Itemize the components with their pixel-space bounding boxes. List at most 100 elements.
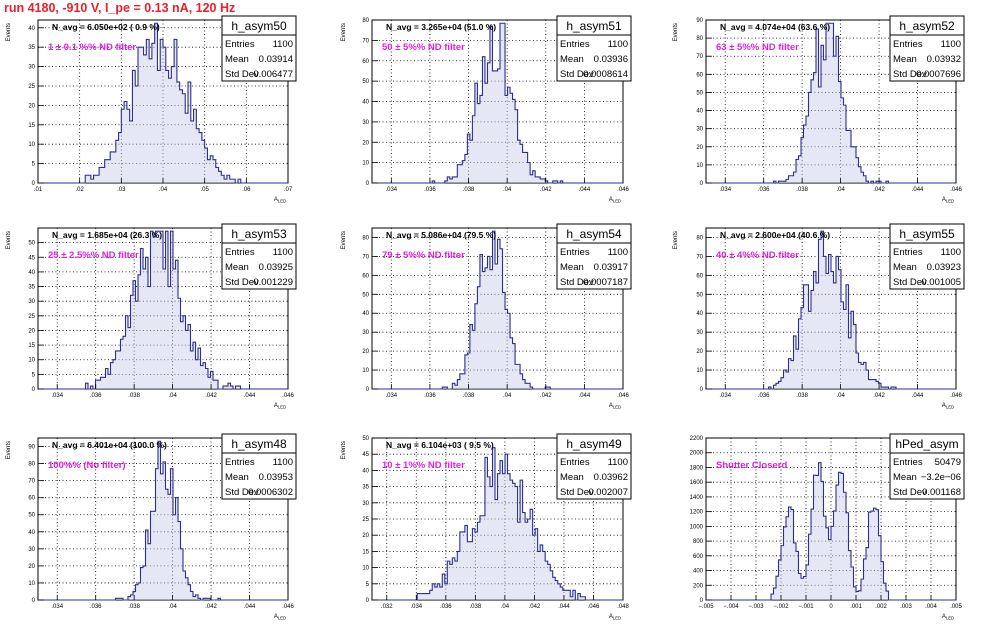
- stats-value: 1100: [608, 457, 628, 468]
- stats-value: 1100: [941, 39, 961, 50]
- y-tick-label: 0: [366, 598, 370, 604]
- y-tick-label: 600: [693, 554, 704, 560]
- histogram-line: [38, 230, 288, 390]
- stats-label: Entries: [225, 39, 255, 50]
- x-tick-label: .044: [579, 187, 591, 193]
- histogram-fill: [372, 23, 623, 184]
- x-tick-label: .046: [588, 604, 600, 610]
- y-tick-label: 45: [28, 255, 35, 261]
- x-axis-label: ALED: [942, 614, 954, 621]
- x-tick-label: .04: [503, 187, 512, 193]
- histogram-fill: [706, 23, 956, 184]
- y-tick-label: 10: [696, 163, 703, 169]
- stats-value: 1100: [941, 247, 961, 258]
- stats-value: 0.001229: [253, 277, 293, 288]
- y-tick-label: 10: [362, 368, 369, 374]
- y-tick-label: 10: [362, 161, 369, 167]
- y-tick-label: 80: [362, 235, 369, 241]
- stats-value: 1100: [608, 247, 628, 258]
- y-axis-label: Events: [673, 231, 679, 249]
- stats-value: 0.0008614: [583, 69, 628, 80]
- x-tick-label: .046: [617, 393, 629, 399]
- stats-label: Mean: [893, 54, 917, 65]
- stats-label: Mean: [893, 262, 917, 273]
- stats-label: Mean: [893, 472, 917, 483]
- y-tick-label: 0: [700, 598, 704, 604]
- x-tick-label: .046: [950, 187, 962, 193]
- x-tick-label: .036: [90, 604, 102, 610]
- y-tick-label: 40: [362, 311, 369, 317]
- histogram-line: [38, 22, 288, 184]
- x-tick-label: .003: [900, 604, 912, 610]
- y-tick-label: 5: [32, 372, 36, 378]
- y-tick-label: 10: [28, 581, 35, 587]
- stats-label: Entries: [560, 457, 590, 468]
- x-tick-label: .038: [796, 393, 808, 399]
- stats-value: 50479: [935, 457, 961, 468]
- x-axis-label: ALED: [942, 403, 954, 410]
- y-tick-label: 10: [28, 358, 35, 364]
- x-tick-label: .07: [284, 187, 293, 193]
- x-tick-label: .042: [205, 393, 217, 399]
- y-tick-label: 45: [362, 452, 369, 458]
- y-tick-label: 90: [28, 445, 35, 451]
- navg-label: N_avg = 6.104e+03 ( 9.5 %): [386, 440, 494, 450]
- histogram-panel-h_asym53: .034 .036 .038 .04 .042 .044 .046 0 5 10 15 20 25 30 3…: [6, 223, 297, 410]
- stats-box: [221, 452, 297, 500]
- y-tick-label: 90: [696, 18, 703, 24]
- x-tick-label: .038: [128, 604, 140, 610]
- histogram-panel-h_asym54: .034 .036 .038 .04 .042 .044 .046 0 10 20 30 40 50 60…: [341, 223, 632, 410]
- y-tick-label: 5: [32, 162, 36, 168]
- y-tick-label: 25: [362, 517, 369, 523]
- stats-label: Mean: [225, 262, 249, 273]
- stats-value: 1100: [273, 39, 293, 50]
- histogram-fill: [706, 231, 956, 389]
- filter-label: 50 ± 5%% ND filter: [382, 42, 465, 53]
- histogram-line: [372, 230, 623, 390]
- navg-label: N_avg = 2.600e+04 (40.6 %): [720, 230, 830, 240]
- histogram-fill: [372, 231, 623, 389]
- navg-label: N_avg = 1.685e+04 (26.3 %): [52, 230, 162, 240]
- y-tick-label: 0: [366, 181, 370, 187]
- stats-box: [221, 34, 297, 82]
- histogram-fill: [372, 447, 623, 600]
- y-tick-label: 10: [28, 142, 35, 148]
- histogram-fill: [38, 23, 288, 184]
- y-tick-label: 20: [28, 103, 35, 109]
- x-tick-label: .036: [440, 604, 452, 610]
- x-axis-label: ALED: [274, 197, 286, 204]
- x-tick-label: .048: [617, 604, 629, 610]
- x-tick-label: .036: [758, 187, 770, 193]
- y-tick-label: 2200: [690, 436, 704, 442]
- y-tick-label: 70: [696, 254, 703, 260]
- stats-title: h_asym50: [231, 19, 287, 33]
- stats-title: h_asym54: [566, 227, 622, 241]
- x-tick-label: .036: [758, 393, 770, 399]
- y-tick-label: 40: [362, 468, 369, 474]
- y-tick-label: 50: [362, 79, 369, 85]
- run-title: run 4180, -910 V, I_pe = 0.13 nA, 120 Hz: [4, 1, 236, 15]
- navg-label: N_avg = 3.265e+04 (51.0 %): [386, 22, 496, 32]
- y-axis-label: Events: [341, 231, 347, 249]
- x-tick-label: .042: [540, 187, 552, 193]
- y-tick-label: 1200: [690, 510, 704, 516]
- x-axis-label: ALED: [274, 403, 286, 410]
- y-tick-label: 50: [696, 90, 703, 96]
- stats-value: 1100: [273, 247, 293, 258]
- x-tick-label: −.005: [698, 604, 714, 610]
- stats-value: 0.03936: [594, 54, 628, 65]
- x-tick-label: .042: [529, 604, 541, 610]
- navg-label: N_avg = 6.401e+04 (100.0 %): [52, 440, 167, 450]
- histogram-panel-h_asym51: .034 .036 .038 .04 .042 .044 .046 0 10 20 30 40 50 60…: [341, 15, 632, 204]
- histogram-panel-h_asym49: .032 .034 .036 .038 .04 .042 .044 .046 .048 0 5 10 1…: [341, 433, 632, 621]
- x-tick-label: .044: [244, 393, 256, 399]
- x-tick-label: .038: [796, 187, 808, 193]
- filter-label: 100%% (No filter): [48, 460, 126, 471]
- y-axis-label: Events: [6, 23, 12, 41]
- stats-label: Std Dev: [225, 277, 259, 288]
- stats-label: Mean: [560, 54, 584, 65]
- x-tick-label: .044: [244, 604, 256, 610]
- y-tick-label: 30: [28, 65, 35, 71]
- y-tick-label: 0: [700, 387, 704, 393]
- y-tick-label: 30: [28, 299, 35, 305]
